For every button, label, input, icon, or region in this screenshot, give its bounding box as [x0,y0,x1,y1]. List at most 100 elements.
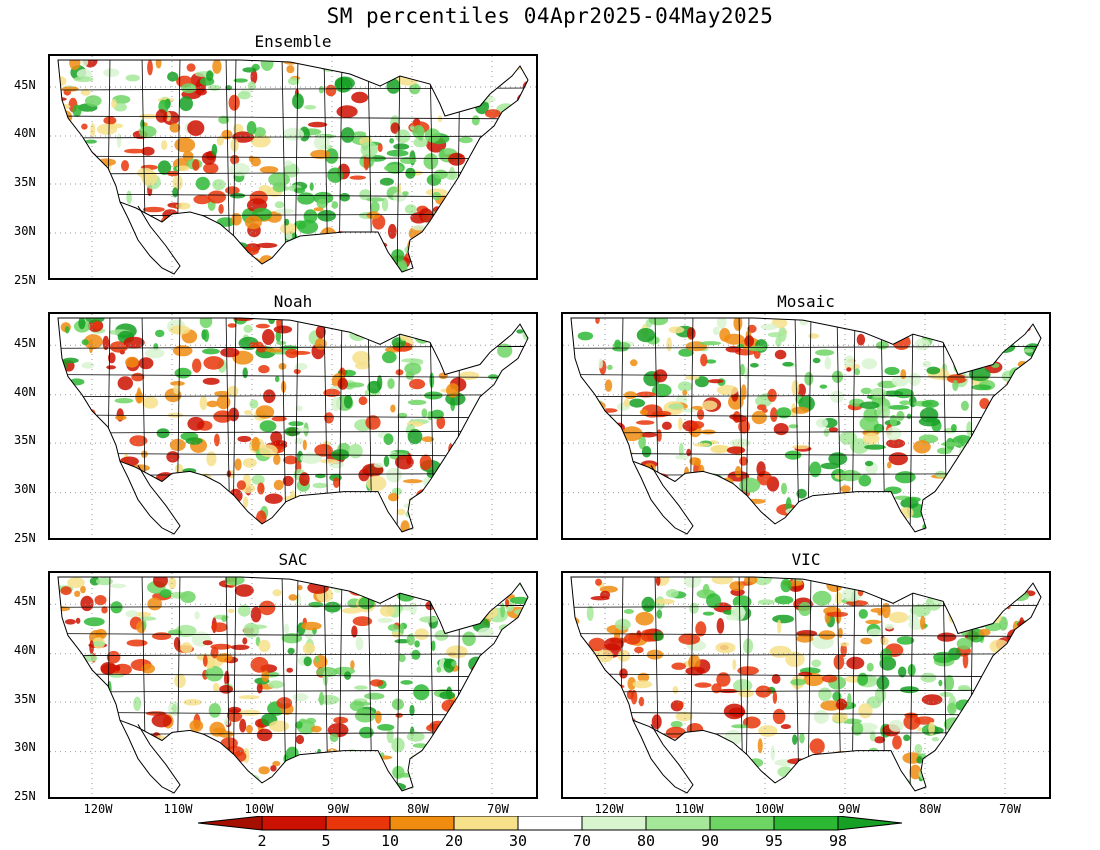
percentile-patch [103,764,117,773]
percentile-patch [809,738,825,755]
percentile-patch [191,248,209,254]
percentile-patch [1017,409,1040,421]
percentile-patch [83,487,103,499]
percentile-patch [469,581,475,589]
percentile-patch [172,174,183,191]
colorbar-segment [325,816,391,831]
percentile-patch [874,736,886,744]
percentile-patch [997,759,1004,767]
percentile-patch [286,667,293,673]
percentile-patch [688,654,701,671]
percentile-patch [703,509,716,525]
percentile-patch [597,753,615,761]
percentile-patch [206,70,214,82]
percentile-patch [881,602,891,619]
percentile-patch [179,243,192,249]
percentile-patch [250,606,262,623]
percentile-patch [295,721,303,729]
percentile-patch [953,753,969,769]
percentile-patch [347,242,370,258]
percentile-patch [887,328,893,338]
percentile-patch [517,690,528,702]
percentile-patch [445,593,453,607]
percentile-patch [895,318,911,327]
percentile-patch [571,713,581,725]
lon-label: 100W [244,802,274,816]
percentile-patch [615,618,631,631]
percentile-patch [207,190,226,204]
percentile-patch [445,466,450,479]
percentile-patch [134,496,143,510]
percentile-patch [450,240,461,248]
percentile-patch [973,598,990,604]
percentile-patch [865,619,882,625]
percentile-patch [281,633,303,644]
percentile-patch [732,659,737,671]
percentile-patch [451,465,471,473]
percentile-patch [598,485,610,496]
percentile-patch [638,434,646,450]
percentile-patch [840,485,851,493]
percentile-patch [71,521,91,532]
percentile-patch [975,433,983,440]
percentile-patch [839,469,862,482]
lon-label: 120W [83,802,113,816]
percentile-patch [968,467,973,483]
percentile-patch [343,394,353,409]
percentile-patch [295,258,303,264]
percentile-patch [999,703,1005,708]
percentile-patch [697,409,705,420]
percentile-patch [874,500,887,508]
percentile-patch [823,428,830,437]
percentile-patch [480,502,496,508]
percentile-patch [914,744,923,754]
percentile-patch [1015,384,1026,391]
percentile-patch [980,337,987,346]
percentile-patch [209,239,219,248]
percentile-patch [867,628,882,638]
map-mosaic [563,314,1049,538]
percentile-patch [423,318,439,323]
percentile-patch [864,460,874,467]
percentile-patch [610,706,623,718]
percentile-patch [359,726,374,739]
percentile-patch [634,646,644,654]
percentile-patch [705,359,717,364]
colorbar-segment [581,816,647,831]
percentile-patch [393,143,410,150]
percentile-patch [196,228,213,233]
percentile-patch [189,719,204,732]
percentile-patch [990,703,1005,719]
percentile-patch [125,610,139,618]
percentile-patch [808,333,820,339]
percentile-patch [880,579,891,588]
percentile-patch [142,620,147,630]
percentile-patch [607,364,613,370]
percentile-patch [373,462,384,468]
percentile-patch [295,405,303,412]
percentile-patch [655,577,661,586]
percentile-patch [397,508,406,516]
percentile-patch [193,748,201,762]
lat-label: 25N [14,273,36,287]
percentile-patch [716,618,725,634]
percentile-patch [614,456,633,467]
percentile-patch [86,252,108,264]
percentile-patch [476,476,482,486]
percentile-patch [884,366,900,376]
percentile-patch [421,436,434,443]
percentile-patch [684,502,706,508]
percentile-patch [812,357,821,364]
percentile-patch [417,125,424,141]
percentile-patch [405,167,416,179]
percentile-patch [88,339,94,354]
percentile-patch [351,625,358,638]
percentile-patch [436,347,457,361]
percentile-patch [476,703,486,714]
percentile-patch [1031,765,1040,780]
percentile-patch [857,672,869,686]
percentile-patch [1030,445,1041,461]
percentile-patch [997,714,1012,729]
percentile-patch [993,675,1013,688]
percentile-patch [206,451,217,467]
